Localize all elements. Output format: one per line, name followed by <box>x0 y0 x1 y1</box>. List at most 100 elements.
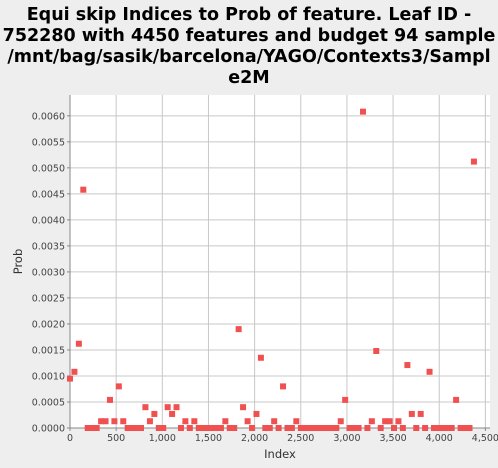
data-point <box>133 425 140 431</box>
data-point <box>266 425 273 431</box>
data-point <box>80 186 87 193</box>
y-axis-label: Prob <box>11 249 25 275</box>
data-point <box>98 418 105 425</box>
data-point <box>408 410 415 417</box>
data-point <box>391 425 397 431</box>
data-point <box>124 425 131 431</box>
data-point <box>67 375 73 382</box>
data-point <box>186 425 193 431</box>
data-point <box>337 418 344 425</box>
data-point <box>71 368 78 375</box>
chart-title-line-3: /mnt/bag/sasik/barcelona/YAGO/Contexts3/… <box>7 47 490 67</box>
data-point <box>439 425 446 431</box>
data-point <box>364 425 371 431</box>
y-tick-label: 0.0025 <box>32 293 65 304</box>
data-point <box>311 425 318 431</box>
y-tick-label: 0.0000 <box>32 424 65 435</box>
x-tick-label: 1,000 <box>149 433 176 444</box>
y-tick-label: 0.0040 <box>32 215 65 226</box>
data-point <box>262 425 269 431</box>
data-point <box>453 396 460 403</box>
data-point <box>315 425 322 431</box>
data-point <box>240 404 247 411</box>
data-point <box>155 425 162 431</box>
data-point <box>209 425 216 431</box>
x-tick-label: 4,500 <box>472 433 498 444</box>
x-tick-label: 2,500 <box>287 433 314 444</box>
data-point <box>444 425 451 431</box>
x-tick-label: 0 <box>67 433 73 444</box>
data-point <box>395 418 402 425</box>
y-tick-label: 0.0055 <box>32 137 65 148</box>
data-point <box>342 396 349 403</box>
data-point <box>306 425 313 431</box>
data-point <box>426 368 433 375</box>
data-point <box>297 425 304 431</box>
data-point <box>142 404 149 411</box>
data-point <box>320 425 327 431</box>
data-point <box>302 425 309 431</box>
x-tick-label: 1,500 <box>195 433 222 444</box>
data-point <box>213 425 220 431</box>
data-point <box>382 418 389 425</box>
data-point <box>231 425 238 431</box>
chart-title: Equi skip Indices to Prob of feature. Le… <box>3 5 496 88</box>
data-point <box>324 425 331 431</box>
data-point <box>373 347 380 354</box>
data-point <box>160 425 167 431</box>
data-point <box>430 425 437 431</box>
data-point <box>457 425 464 431</box>
x-tick-label: 4,000 <box>426 433 453 444</box>
data-point <box>120 418 127 425</box>
data-point <box>368 418 375 425</box>
y-tick-label: 0.0050 <box>32 163 65 174</box>
data-point <box>182 418 189 425</box>
data-point <box>328 425 335 431</box>
data-point <box>191 418 198 425</box>
data-point <box>448 425 455 431</box>
y-tick-label: 0.0020 <box>32 319 65 330</box>
y-tick-label: 0.0060 <box>32 111 65 122</box>
data-point <box>293 418 300 425</box>
data-point <box>164 404 171 411</box>
data-point <box>195 425 202 431</box>
y-tick-label: 0.0015 <box>32 345 65 356</box>
data-point <box>93 425 100 431</box>
x-axis-label: Index <box>264 447 296 461</box>
data-point <box>244 418 251 425</box>
y-tick-label: 0.0030 <box>32 267 65 278</box>
data-point <box>257 354 264 361</box>
data-point <box>355 425 362 431</box>
y-tick-label: 0.0045 <box>32 189 65 200</box>
data-point <box>129 425 136 431</box>
data-point <box>422 425 429 431</box>
data-point <box>275 425 282 431</box>
data-point <box>284 425 291 431</box>
data-point <box>204 425 211 431</box>
data-point <box>470 158 477 165</box>
y-tick-label: 0.0010 <box>32 371 65 382</box>
data-point <box>288 425 295 431</box>
data-point <box>137 425 144 431</box>
data-point <box>249 425 256 431</box>
data-point <box>200 425 207 431</box>
data-point <box>173 404 180 411</box>
data-point <box>346 425 353 431</box>
data-point <box>377 425 384 431</box>
data-point <box>111 418 118 425</box>
data-point <box>169 410 176 417</box>
data-point <box>466 425 473 431</box>
data-point <box>217 425 224 431</box>
y-tick-label: 0.0035 <box>32 241 65 252</box>
data-point <box>146 418 153 425</box>
data-point <box>115 383 122 390</box>
data-points <box>67 108 477 431</box>
data-point <box>75 340 82 347</box>
x-tick-label: 3,000 <box>333 433 360 444</box>
data-point <box>253 410 260 417</box>
data-point <box>151 410 158 417</box>
y-tick-label: 0.0005 <box>32 397 65 408</box>
data-point <box>89 425 96 431</box>
chart-title-line-2: 752280 with 4450 features and budget 94 … <box>3 26 496 46</box>
data-point <box>404 362 411 369</box>
